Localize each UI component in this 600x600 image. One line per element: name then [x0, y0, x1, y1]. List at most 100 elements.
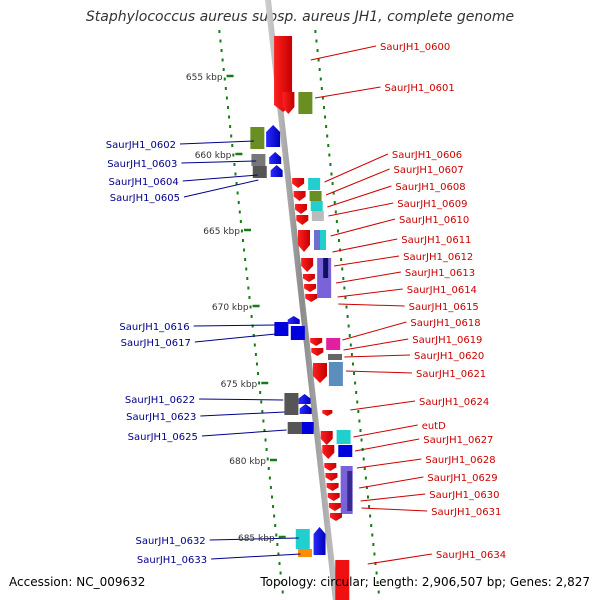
- track-dot-right: [330, 172, 333, 176]
- track-dot-left: [281, 590, 284, 594]
- track-dot-right: [349, 343, 352, 347]
- track-dot-left: [270, 495, 273, 499]
- track-dot-left: [262, 419, 265, 423]
- track-dot-right: [318, 68, 321, 71]
- reverse-label-leader: [211, 553, 301, 560]
- track-dot-right: [342, 277, 345, 280]
- gene-block: [335, 560, 350, 600]
- forward-gene-arrow: [297, 230, 310, 252]
- track-dot-left: [248, 296, 251, 299]
- track-dot-right: [335, 220, 338, 223]
- forward-label-leader: [353, 424, 418, 438]
- track-dot-left: [229, 125, 232, 128]
- track-dot-right: [362, 457, 365, 461]
- forward-gene-label: SaurJH1_0620: [414, 351, 484, 362]
- track-dot-left: [274, 524, 277, 527]
- reverse-gene-label: SaurJH1_0633: [137, 555, 207, 566]
- track-dot-left: [247, 286, 250, 290]
- forward-label-leader: [342, 321, 407, 341]
- track-dot-left: [246, 277, 249, 280]
- forward-gene-arrow: [322, 445, 335, 459]
- track-dot-left: [244, 258, 247, 261]
- track-dot-right: [370, 524, 373, 527]
- track-dot-right: [374, 562, 377, 565]
- forward-label-leader: [344, 354, 411, 358]
- scale-tick-label: 680 kbp: [229, 457, 266, 467]
- reverse-gene-label: SaurJH1_0622: [125, 395, 195, 406]
- track-dot-right: [358, 419, 361, 423]
- gene-block: [338, 445, 353, 457]
- label-leader-lines: [179, 45, 432, 565]
- forward-gene-label: SaurJH1_0624: [419, 397, 489, 408]
- track-dot-right: [346, 315, 349, 318]
- track-dot-right: [341, 267, 344, 271]
- gene-block: [309, 191, 322, 201]
- reverse-label-leader: [194, 333, 276, 343]
- track-dot-left: [235, 182, 238, 185]
- forward-gene-label: SaurJH1_0611: [401, 235, 471, 246]
- track-dot-left: [236, 191, 239, 195]
- gene-block: [250, 127, 265, 149]
- forward-label-leader: [356, 458, 422, 469]
- track-dot-right: [317, 58, 320, 62]
- reverse-gene-arrow: [266, 125, 281, 147]
- gene-block: [328, 362, 343, 386]
- track-dot-left: [269, 486, 272, 489]
- forward-gene-arrow: [325, 473, 338, 481]
- gene-block: [323, 258, 329, 278]
- gene-block: [336, 430, 351, 444]
- forward-gene-arrow: [296, 215, 309, 225]
- track-dot-left: [267, 467, 270, 470]
- gene-block: [308, 178, 321, 190]
- reverse-gene-label: SaurJH1_0625: [128, 432, 198, 443]
- gene-block: [310, 201, 323, 211]
- forward-gene-arrow: [311, 348, 324, 356]
- gene-block: [301, 422, 314, 434]
- track-dot-left: [233, 163, 236, 166]
- scale-tick-label: 685 kbp: [238, 534, 275, 544]
- gene-block: [328, 354, 343, 360]
- forward-label-leader: [350, 400, 416, 411]
- track-dot-right: [320, 87, 323, 90]
- track-dot-left: [239, 220, 242, 223]
- forward-gene-label: SaurJH1_0627: [423, 435, 493, 446]
- reverse-gene-label: SaurJH1_0602: [106, 140, 176, 151]
- forward-gene-arrow: [305, 294, 318, 302]
- gene-block: [274, 322, 289, 336]
- reverse-label-leader: [199, 398, 284, 401]
- track-dot-left: [259, 391, 262, 394]
- track-dot-left: [222, 68, 225, 71]
- track-dot-right: [355, 391, 358, 394]
- gene-block: [251, 154, 266, 166]
- track-dot-right: [364, 476, 367, 480]
- track-dot-left: [255, 362, 258, 366]
- forward-label-leader: [335, 271, 401, 284]
- reverse-gene-arrow: [298, 394, 311, 404]
- track-dot-right: [350, 353, 353, 356]
- forward-gene-label: SaurJH1_0614: [407, 285, 477, 296]
- reverse-label-leader: [181, 160, 257, 164]
- track-dot-right: [338, 239, 341, 242]
- track-dot-right: [325, 125, 328, 128]
- scale-tick-label: 675 kbp: [221, 380, 258, 390]
- reverse-gene-label: SaurJH1_0604: [109, 177, 179, 188]
- forward-gene-arrow: [282, 92, 295, 114]
- forward-label-leader: [328, 202, 394, 217]
- track-dot-left: [251, 324, 254, 328]
- track-dot-left: [254, 353, 257, 356]
- track-dot-right: [332, 191, 335, 195]
- gene-block: [311, 211, 324, 221]
- backbone-layer: [265, 0, 339, 600]
- forward-label-leader: [359, 476, 424, 489]
- forward-gene-label: SaurJH1_0630: [429, 490, 499, 501]
- forward-gene-label: SaurJH1_0608: [395, 182, 465, 193]
- reverse-gene-label: SaurJH1_0617: [121, 338, 191, 349]
- track-dot-right: [326, 134, 329, 138]
- genome-summary-text: Topology: circular; Length: 2,906,507 bp…: [260, 575, 590, 589]
- forward-gene-label: SaurJH1_0609: [397, 199, 467, 210]
- forward-label-leader: [330, 218, 396, 237]
- scale-ticks: 655 kbp 660 kbp 665 kbp 670 kbp 675 kbp 680 k…: [186, 73, 286, 544]
- reverse-gene-arrow: [287, 316, 300, 324]
